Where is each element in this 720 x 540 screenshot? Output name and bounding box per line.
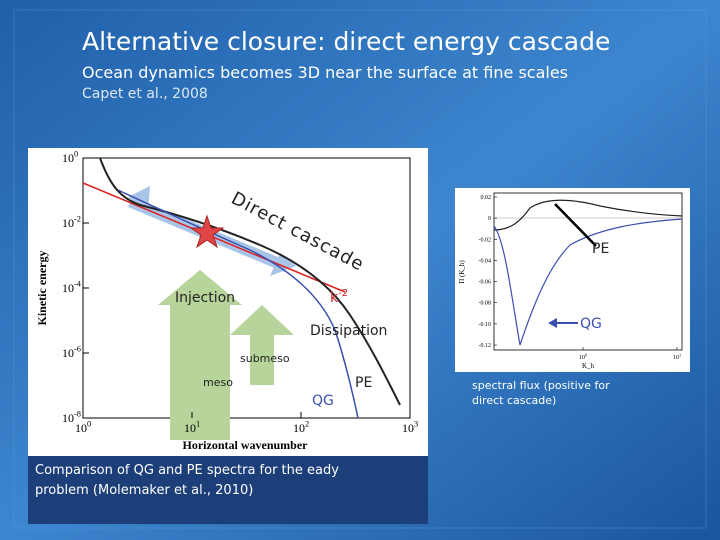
annotation: Injection (175, 290, 235, 306)
tick-label: -0.04 (479, 258, 492, 264)
tick-label: 100 (579, 352, 587, 361)
tick-label: 10-4 (62, 280, 82, 295)
tick-label: 2 (305, 420, 309, 429)
caption-box (28, 456, 428, 524)
annotation: PE (592, 241, 609, 257)
caption: spectral flux (positive for direct cascad… (472, 379, 610, 407)
tick-label: -0.06 (479, 280, 492, 286)
frame (13, 9, 707, 529)
right-plot: PE QG Π (K_h) K_h 0.02 0 -0.02 -0.04 -0.06 -0… (458, 192, 683, 370)
pointer-head (548, 318, 557, 328)
tick-label: 102 (293, 420, 309, 435)
tick-label: 1 (679, 352, 681, 357)
citation: Capet et al., 2008 (82, 86, 208, 102)
x-axis-label: Horizontal wavenumber (183, 438, 309, 452)
tick-label: 10-8 (62, 410, 81, 425)
tick-label: 10 (184, 421, 196, 435)
tick-label: 10 (673, 355, 679, 361)
annotation: PE (355, 375, 372, 391)
tick-label: 0.02 (481, 195, 492, 201)
caption: Comparison of QG and PE spectra for the … (35, 463, 339, 478)
slide-subtitle: Ocean dynamics becomes 3D near the surfa… (82, 63, 568, 82)
caption: direct cascade) (472, 394, 556, 407)
tick-label: 10 (62, 346, 74, 360)
tick-label: 10 (402, 421, 414, 435)
tick-label: 10 (75, 421, 87, 435)
tick-label: 100 (75, 420, 91, 435)
qg-curve (117, 189, 359, 419)
tick-label: -2 (74, 215, 81, 224)
caption: Comparison of QG and PE spectra for the … (35, 463, 339, 498)
axes-frame (493, 192, 683, 351)
y-axis-label: Kinetic energy (35, 251, 49, 326)
tick-label: 10-2 (62, 215, 81, 230)
caption: spectral flux (positive for (472, 379, 610, 392)
annotation: submeso (240, 352, 290, 365)
tick-label: 10 (62, 411, 74, 425)
tick-label: 0 (87, 420, 91, 429)
annotation: -2 (338, 288, 348, 299)
annotation: Dissipation (310, 323, 387, 339)
pointer (554, 203, 597, 247)
annotation: QG (312, 393, 334, 409)
y-axis-label: Π (K_h) (458, 260, 466, 284)
tick-label: 3 (414, 420, 418, 429)
tick-label: -0.10 (479, 322, 492, 328)
annotation: k (330, 290, 339, 306)
tick-label: 10 (62, 151, 74, 165)
tick-label: 10 (62, 216, 74, 230)
qg-curve (493, 218, 683, 346)
tick-label: -4 (74, 280, 82, 289)
tick-label: 10-6 (62, 345, 81, 360)
tick-label: 10 (579, 355, 585, 361)
slide-title: Alternative closure: direct energy casca… (82, 27, 610, 56)
pe-curve (99, 157, 401, 406)
meso-arrow (158, 270, 242, 440)
x-axis-label: K_h (582, 362, 595, 370)
tick-label: 0 (488, 216, 491, 222)
tick-label: -0.08 (479, 301, 492, 307)
tick-label: 0 (74, 150, 78, 159)
star (189, 214, 225, 249)
tick-label: -8 (74, 410, 81, 419)
annotation: k-2 (330, 288, 348, 306)
caption: problem (Molemaker et al., 2010) (35, 483, 253, 498)
submeso-arrow (230, 305, 294, 385)
tick-label: 103 (402, 420, 418, 435)
tick-label: -0.02 (479, 237, 492, 243)
tick-label: 100 (62, 150, 78, 165)
tick-label: 101 (184, 420, 200, 435)
annotation: meso (203, 376, 233, 389)
tick-label: -0.12 (479, 343, 492, 349)
tick-label: 10 (293, 421, 305, 435)
pe-curve (493, 199, 683, 231)
tick-label: 1 (196, 420, 200, 429)
tick-label: 101 (673, 352, 681, 361)
tick-label: -6 (74, 345, 81, 354)
annotation: QG (580, 316, 602, 332)
tick-label: 0 (585, 352, 587, 357)
tick-label: 10 (62, 281, 74, 295)
caption: spectral flux (positive for direct cascad… (472, 379, 610, 407)
